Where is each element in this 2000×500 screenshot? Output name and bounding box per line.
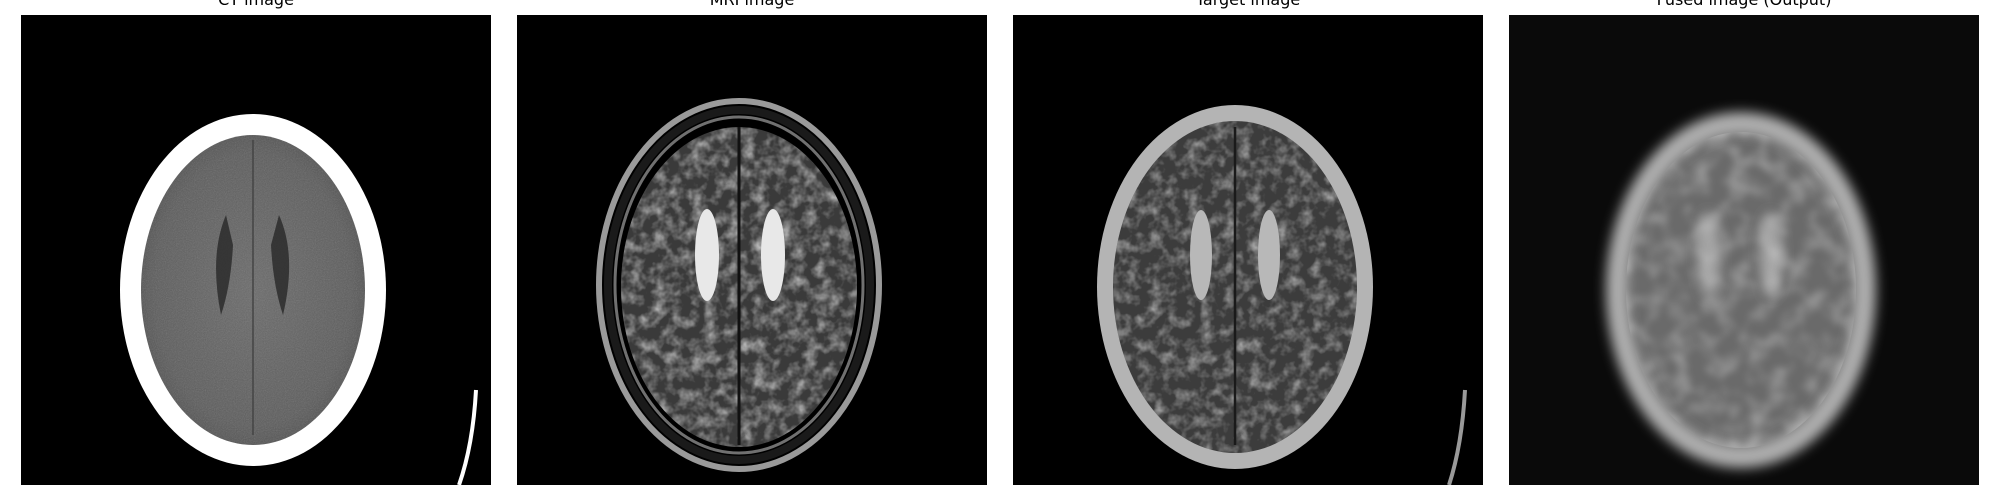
mri-image-title: MRI image xyxy=(517,0,987,9)
ct-image-drawing xyxy=(21,15,491,485)
fused-image xyxy=(1509,15,1979,485)
target-image xyxy=(1013,15,1483,485)
target-image-drawing xyxy=(1013,15,1483,485)
fused-image-drawing xyxy=(1509,15,1979,485)
mri-image xyxy=(517,15,987,485)
mri-image-drawing xyxy=(517,15,987,485)
target-image-title: Target image xyxy=(1013,0,1483,9)
fused-image-title: Fused image (Output) xyxy=(1509,0,1979,9)
ct-image-title: CT image xyxy=(21,0,491,9)
ct-image xyxy=(21,15,491,485)
